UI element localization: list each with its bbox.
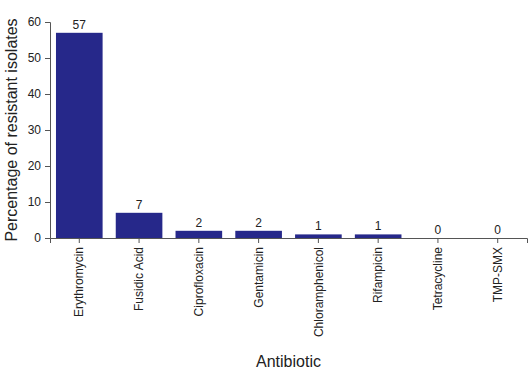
bar	[176, 231, 223, 238]
x-tick-mark	[139, 238, 140, 243]
x-tick-mark	[198, 238, 199, 243]
x-tick-label: TMP-SMX	[491, 247, 505, 302]
chart: 0102030405060ErythromycinFusidic AcidCip…	[0, 0, 529, 379]
data-label: 2	[195, 216, 202, 230]
x-tick-label: Fusidic Acid	[132, 247, 146, 311]
y-tick-label: 10	[28, 195, 42, 209]
y-tick: 50	[28, 51, 50, 65]
data-label: 7	[136, 198, 143, 212]
x-tick-label: Ciprofloxacin	[192, 247, 206, 316]
bar	[56, 33, 103, 238]
y-tick-label: 60	[28, 15, 42, 29]
y-tick: 60	[28, 15, 50, 29]
y-tick-label: 30	[28, 123, 42, 137]
x-tick-label: Erythromycin	[72, 247, 86, 317]
data-label: 0	[494, 223, 501, 237]
x-axis-line	[51, 239, 528, 244]
y-axis-title: Percentage of resistant isolates	[3, 18, 20, 241]
y-tick-mark	[45, 22, 50, 23]
bar	[355, 234, 402, 238]
bar	[235, 231, 282, 238]
data-label: 57	[73, 18, 87, 32]
bar	[415, 238, 462, 239]
y-tick-mark	[45, 166, 50, 167]
y-tick: 0	[34, 231, 50, 245]
x-tick-mark	[378, 238, 379, 243]
bar	[474, 238, 521, 239]
data-label: 0	[435, 223, 442, 237]
y-tick-mark	[45, 130, 50, 131]
data-label: 1	[375, 219, 382, 233]
x-tick: Gentamicin	[252, 238, 266, 308]
bar	[116, 213, 163, 238]
x-tick: Erythromycin	[72, 238, 86, 317]
y-tick: 40	[28, 87, 50, 101]
bar	[295, 234, 342, 238]
x-tick: Chloramphenicol	[312, 238, 326, 337]
x-tick: Tetracycline	[431, 238, 445, 310]
y-tick: 30	[28, 123, 50, 137]
x-tick-mark	[318, 238, 319, 243]
x-tick-mark	[437, 238, 438, 243]
x-tick-label: Chloramphenicol	[312, 247, 326, 337]
y-axis: 0 10 20 30 40 50 60	[28, 15, 51, 245]
data-label: 1	[315, 219, 322, 233]
y-tick: 20	[28, 159, 50, 173]
data-labels: 57 7 2 2 1 1 0 0	[73, 18, 502, 237]
x-tick: Fusidic Acid	[132, 238, 146, 311]
y-tick-mark	[45, 202, 50, 203]
x-axis-title: Antibiotic	[256, 353, 321, 370]
x-tick-mark	[79, 238, 80, 243]
y-tick-label: 40	[28, 87, 42, 101]
data-label: 2	[255, 216, 262, 230]
y-tick-label: 20	[28, 159, 42, 173]
x-tick: Rifampicin	[371, 238, 385, 303]
bars	[56, 33, 401, 238]
y-tick-label: 50	[28, 51, 42, 65]
x-tick: TMP-SMX	[491, 238, 505, 302]
x-tick-label: Tetracycline	[431, 247, 445, 311]
y-tick-mark	[45, 238, 50, 239]
x-tick-mark	[258, 238, 259, 243]
y-tick-mark	[45, 58, 50, 59]
x-axis: Erythromycin Fusidic Acid Ciprofloxacin Gen…	[51, 238, 528, 337]
x-tick: Ciprofloxacin	[192, 238, 206, 316]
y-tick-mark	[45, 94, 50, 95]
x-tick-label: Gentamicin	[252, 247, 266, 308]
y-tick-label: 0	[34, 231, 41, 245]
y-tick: 10	[28, 195, 50, 209]
x-tick-mark	[497, 238, 498, 243]
y-axis-line	[45, 23, 51, 239]
x-tick-label: Rifampicin	[371, 247, 385, 303]
